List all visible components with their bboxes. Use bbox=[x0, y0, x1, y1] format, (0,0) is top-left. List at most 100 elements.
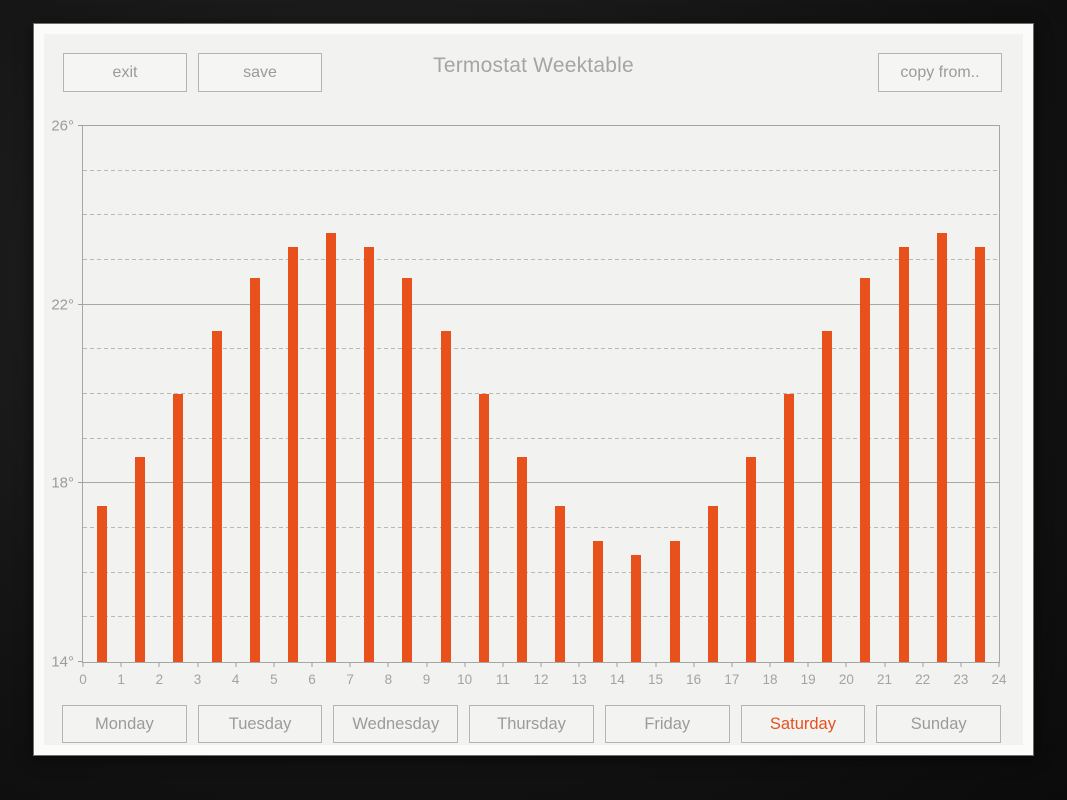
day-tab-sunday[interactable]: Sunday bbox=[876, 705, 1002, 743]
y-axis-label: 14° bbox=[51, 653, 74, 671]
x-axis-label: 12 bbox=[533, 672, 549, 687]
temperature-bar-hour-2[interactable] bbox=[173, 394, 184, 662]
day-tab-saturday[interactable]: Saturday bbox=[740, 705, 866, 743]
temperature-bar-hour-6[interactable] bbox=[326, 233, 337, 662]
x-axis-label: 18 bbox=[762, 672, 778, 687]
x-axis-tick bbox=[655, 662, 656, 667]
x-axis-tick bbox=[998, 662, 1000, 667]
temperature-bar-hour-17[interactable] bbox=[745, 456, 756, 662]
x-axis-label: 1 bbox=[117, 672, 125, 687]
x-axis-label: 21 bbox=[876, 672, 893, 687]
x-axis-tick bbox=[235, 662, 237, 667]
temperature-bar-hour-21[interactable] bbox=[898, 246, 909, 662]
x-axis-label: 6 bbox=[308, 672, 316, 687]
temperature-bar-hour-12[interactable] bbox=[555, 505, 566, 662]
y-axis-label: 26° bbox=[51, 117, 74, 135]
temperature-bar-hour-0[interactable] bbox=[97, 505, 108, 662]
temperature-bar-hour-19[interactable] bbox=[822, 331, 833, 662]
gridline-minor bbox=[83, 169, 999, 171]
x-axis-label: 15 bbox=[647, 672, 664, 687]
temperature-bar-hour-11[interactable] bbox=[516, 456, 527, 662]
x-axis-label: 3 bbox=[193, 672, 202, 687]
x-axis-tick bbox=[311, 662, 313, 667]
temperature-bar-hour-9[interactable] bbox=[440, 331, 451, 662]
y-axis-label: 22° bbox=[51, 296, 74, 314]
temperature-bar-hour-3[interactable] bbox=[211, 331, 222, 662]
day-tab-monday[interactable]: Monday bbox=[62, 705, 187, 743]
temperature-bar-hour-16[interactable] bbox=[707, 505, 718, 662]
y-axis-tick bbox=[78, 303, 83, 305]
x-axis-tick bbox=[273, 662, 275, 667]
y-axis-tick bbox=[78, 482, 83, 484]
x-axis-label: 19 bbox=[800, 672, 816, 687]
x-axis-label: 11 bbox=[495, 672, 510, 687]
y-axis-label: 18° bbox=[51, 474, 74, 492]
day-tab-tuesday[interactable]: Tuesday bbox=[197, 705, 323, 743]
temperature-bar-hour-1[interactable] bbox=[135, 456, 146, 662]
x-axis-label: 2 bbox=[155, 672, 164, 687]
day-tabs: Monday Tuesday Wednesday Thursday Friday Satu… bbox=[62, 705, 1002, 743]
temperature-bar-hour-4[interactable] bbox=[249, 277, 260, 662]
gridline-minor bbox=[83, 214, 999, 216]
x-axis-tick bbox=[349, 662, 351, 667]
x-axis-tick bbox=[960, 662, 962, 667]
exit-button[interactable]: exit bbox=[63, 53, 187, 92]
x-axis-tick bbox=[578, 662, 580, 667]
weektable-panel: exit save Termostat Weektable copy from.… bbox=[44, 34, 1023, 745]
save-button[interactable]: save bbox=[198, 53, 322, 92]
x-axis-label: 0 bbox=[79, 672, 87, 687]
x-axis-label: 8 bbox=[384, 672, 393, 687]
thermostat-weektable-window: exit save Termostat Weektable copy from.… bbox=[33, 23, 1034, 756]
x-axis-tick bbox=[502, 662, 504, 667]
x-axis-label: 20 bbox=[838, 672, 854, 687]
x-axis-tick bbox=[922, 662, 924, 667]
x-axis-label: 9 bbox=[422, 672, 431, 687]
x-axis-label: 14 bbox=[609, 672, 625, 687]
day-tab-wednesday[interactable]: Wednesday bbox=[333, 705, 459, 743]
x-axis-label: 10 bbox=[457, 672, 473, 687]
x-axis-label: 13 bbox=[571, 672, 587, 687]
y-axis-tick bbox=[78, 661, 83, 662]
x-axis-label: 4 bbox=[231, 672, 240, 687]
page-title: Termostat Weektable bbox=[433, 54, 634, 77]
temperature-bar-hour-22[interactable] bbox=[936, 233, 947, 662]
temperature-bar-hour-13[interactable] bbox=[593, 541, 604, 662]
x-axis-tick bbox=[120, 662, 122, 667]
x-axis-tick bbox=[845, 662, 847, 667]
gridline-minor bbox=[83, 259, 999, 260]
x-axis-tick bbox=[387, 662, 389, 667]
x-axis-tick bbox=[464, 662, 466, 667]
x-axis-tick bbox=[197, 662, 198, 667]
temperature-bar-hour-23[interactable] bbox=[974, 246, 985, 662]
temperature-bar-hour-7[interactable] bbox=[364, 246, 375, 662]
y-axis-tick bbox=[78, 125, 83, 126]
x-axis-label: 22 bbox=[915, 672, 931, 687]
temperature-bar-hour-18[interactable] bbox=[784, 394, 795, 662]
x-axis-tick bbox=[769, 662, 771, 667]
x-axis-tick bbox=[158, 662, 160, 667]
day-tab-thursday[interactable]: Thursday bbox=[469, 705, 594, 743]
copy-from-button[interactable]: copy from.. bbox=[878, 53, 1002, 92]
plot-area: 26° 22° 18° 14° 0 1 2 3 4 5 6 7 8 9 10 11 12 13 14 15 16 17 18… bbox=[51, 118, 1006, 688]
x-axis-tick bbox=[884, 662, 885, 667]
x-axis-tick bbox=[807, 662, 809, 667]
x-axis-tick bbox=[82, 662, 84, 667]
x-axis-tick bbox=[731, 662, 733, 667]
day-tab-friday[interactable]: Friday bbox=[604, 705, 730, 743]
x-axis-tick bbox=[693, 662, 695, 667]
temperature-bar-hour-14[interactable] bbox=[631, 554, 642, 662]
x-axis-tick bbox=[540, 662, 542, 667]
temperature-bar-hour-5[interactable] bbox=[287, 246, 298, 662]
temperature-bar-hour-20[interactable] bbox=[860, 277, 871, 662]
x-axis-label: 16 bbox=[686, 672, 702, 687]
temperature-bar-hour-8[interactable] bbox=[402, 277, 413, 662]
x-axis-label: 7 bbox=[346, 672, 354, 687]
temperature-bar-hour-10[interactable] bbox=[478, 394, 489, 662]
temperature-bar-hour-15[interactable] bbox=[669, 541, 680, 662]
x-axis-label: 17 bbox=[724, 672, 740, 687]
x-axis-tick bbox=[426, 662, 427, 667]
x-axis-label: 23 bbox=[953, 672, 969, 687]
x-axis-label: 24 bbox=[991, 672, 1007, 687]
x-axis-tick bbox=[616, 662, 618, 667]
x-axis-label: 5 bbox=[270, 672, 278, 687]
